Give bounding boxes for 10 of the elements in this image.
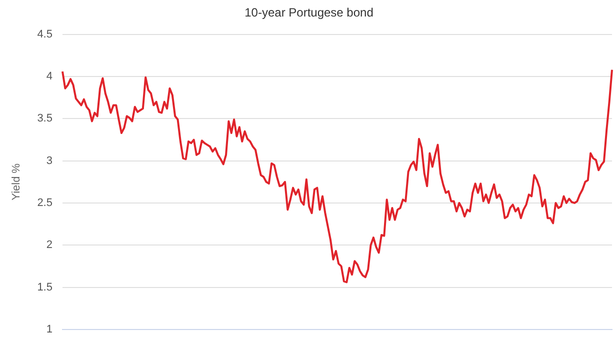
- y-axis-title: Yield %: [10, 163, 23, 200]
- y-tick-label: 3: [46, 154, 52, 167]
- chart-title: 10-year Portugese bond: [244, 6, 374, 20]
- y-tick-label: 1.5: [37, 281, 52, 294]
- y-tick-label: 3.5: [37, 112, 52, 125]
- y-tick-label: 2: [46, 239, 52, 252]
- y-tick-label: 2.5: [37, 197, 52, 210]
- y-tick-label: 4.5: [37, 28, 52, 40]
- y-tick-label: 4: [46, 70, 52, 83]
- y-tick-label: 1: [46, 323, 52, 336]
